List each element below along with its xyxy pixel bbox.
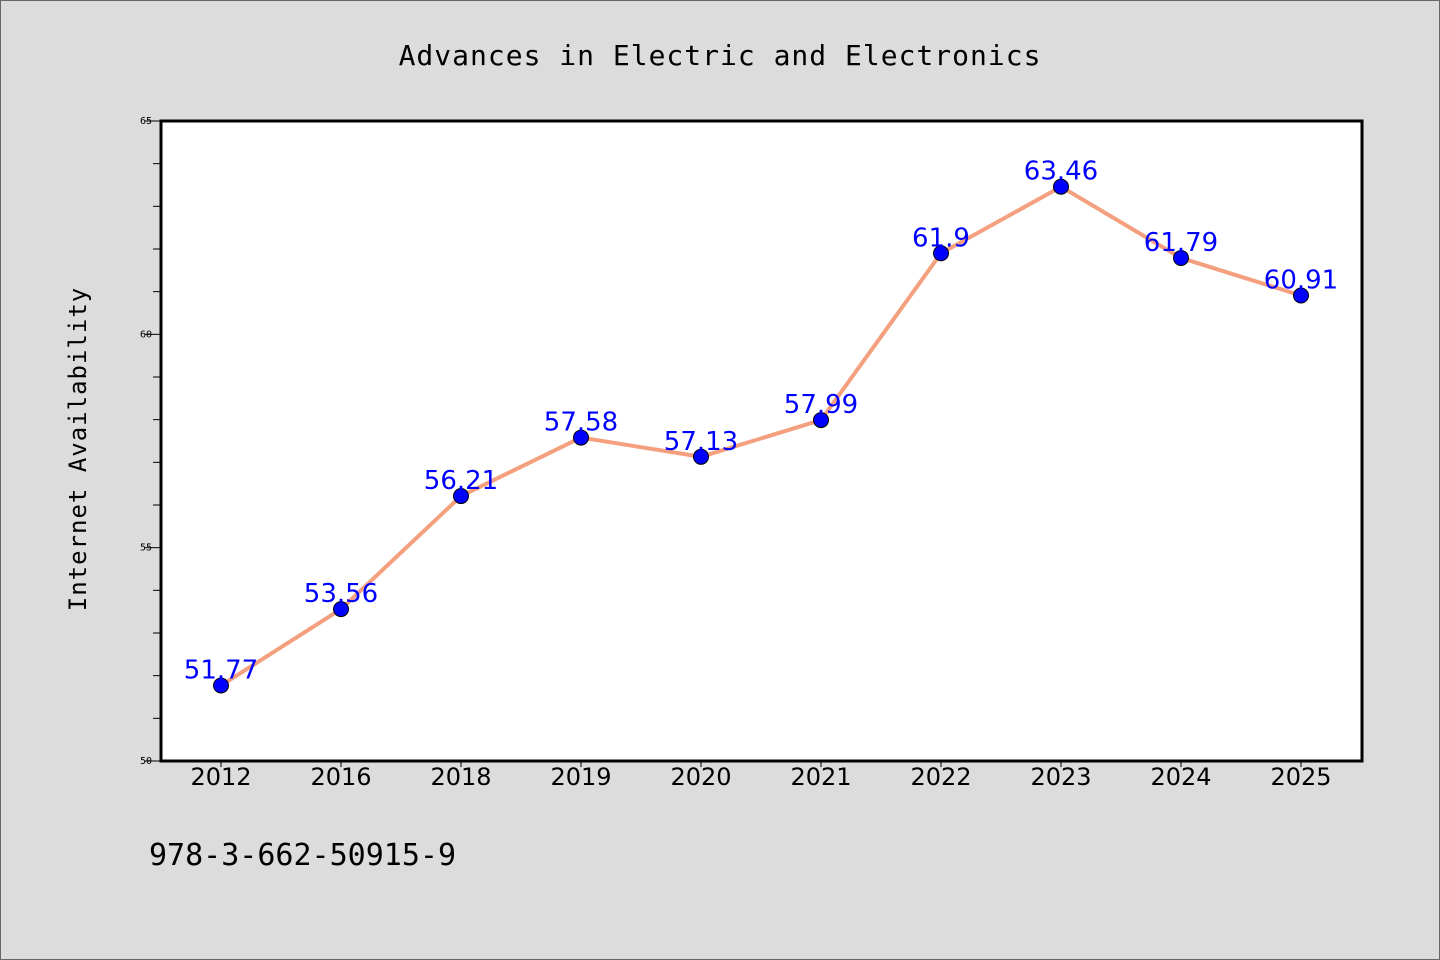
x-tick-label: 2022 xyxy=(910,763,971,791)
data-label: 63.46 xyxy=(1024,157,1098,187)
data-label: 57.58 xyxy=(544,408,618,438)
x-tick-label: 2024 xyxy=(1150,763,1211,791)
footer-isbn: 978-3-662-50915-9 xyxy=(149,838,456,873)
data-point xyxy=(693,448,709,465)
x-tick-label: 2020 xyxy=(670,763,731,791)
data-label: 60.91 xyxy=(1264,266,1338,296)
data-point xyxy=(453,488,469,505)
x-tick-label: 2025 xyxy=(1270,763,1331,791)
data-point xyxy=(1293,287,1309,304)
data-point xyxy=(573,429,589,446)
data-label-layer: 51.77 53.56 56.21 57.58 57.13 57.99 61.9 63.46 6… xyxy=(184,157,1338,686)
x-tick-label: 2012 xyxy=(190,763,251,791)
x-tick-label: 2019 xyxy=(550,763,611,791)
x-tick-label: 2023 xyxy=(1030,763,1091,791)
y-tick-label: 65 xyxy=(140,116,152,127)
plot-area xyxy=(159,119,1364,763)
series-line xyxy=(219,184,1303,688)
x-tick-label: 2016 xyxy=(310,763,371,791)
data-point xyxy=(333,601,349,618)
chart-title: Advances in Electric and Electronics xyxy=(399,39,1042,72)
data-label: 57.99 xyxy=(784,390,858,420)
x-tick-label: 2018 xyxy=(430,763,491,791)
data-label: 61.9 xyxy=(912,223,970,253)
series-layer xyxy=(213,178,1309,694)
data-label: 56.21 xyxy=(424,466,498,496)
y-tick-label: 55 xyxy=(140,543,152,554)
data-point xyxy=(933,245,949,262)
x-tick-label: 2021 xyxy=(790,763,851,791)
data-point xyxy=(813,412,829,429)
y-axis-ticks: 50 55 60 65 xyxy=(140,116,161,767)
y-tick-label: 60 xyxy=(140,329,152,340)
data-point xyxy=(213,677,229,694)
data-label: 61.79 xyxy=(1144,228,1218,258)
data-point xyxy=(1173,249,1189,266)
y-axis-label: Internet Availability xyxy=(64,287,92,611)
y-tick-label: 50 xyxy=(140,756,152,767)
data-label: 53.56 xyxy=(304,579,378,609)
data-label: 51.77 xyxy=(184,655,258,685)
data-point xyxy=(1053,178,1069,195)
x-axis-ticks: 2012 2016 2018 2019 2020 2021 2022 2023 2024 2025 xyxy=(190,761,1332,791)
data-label: 57.13 xyxy=(664,427,738,457)
